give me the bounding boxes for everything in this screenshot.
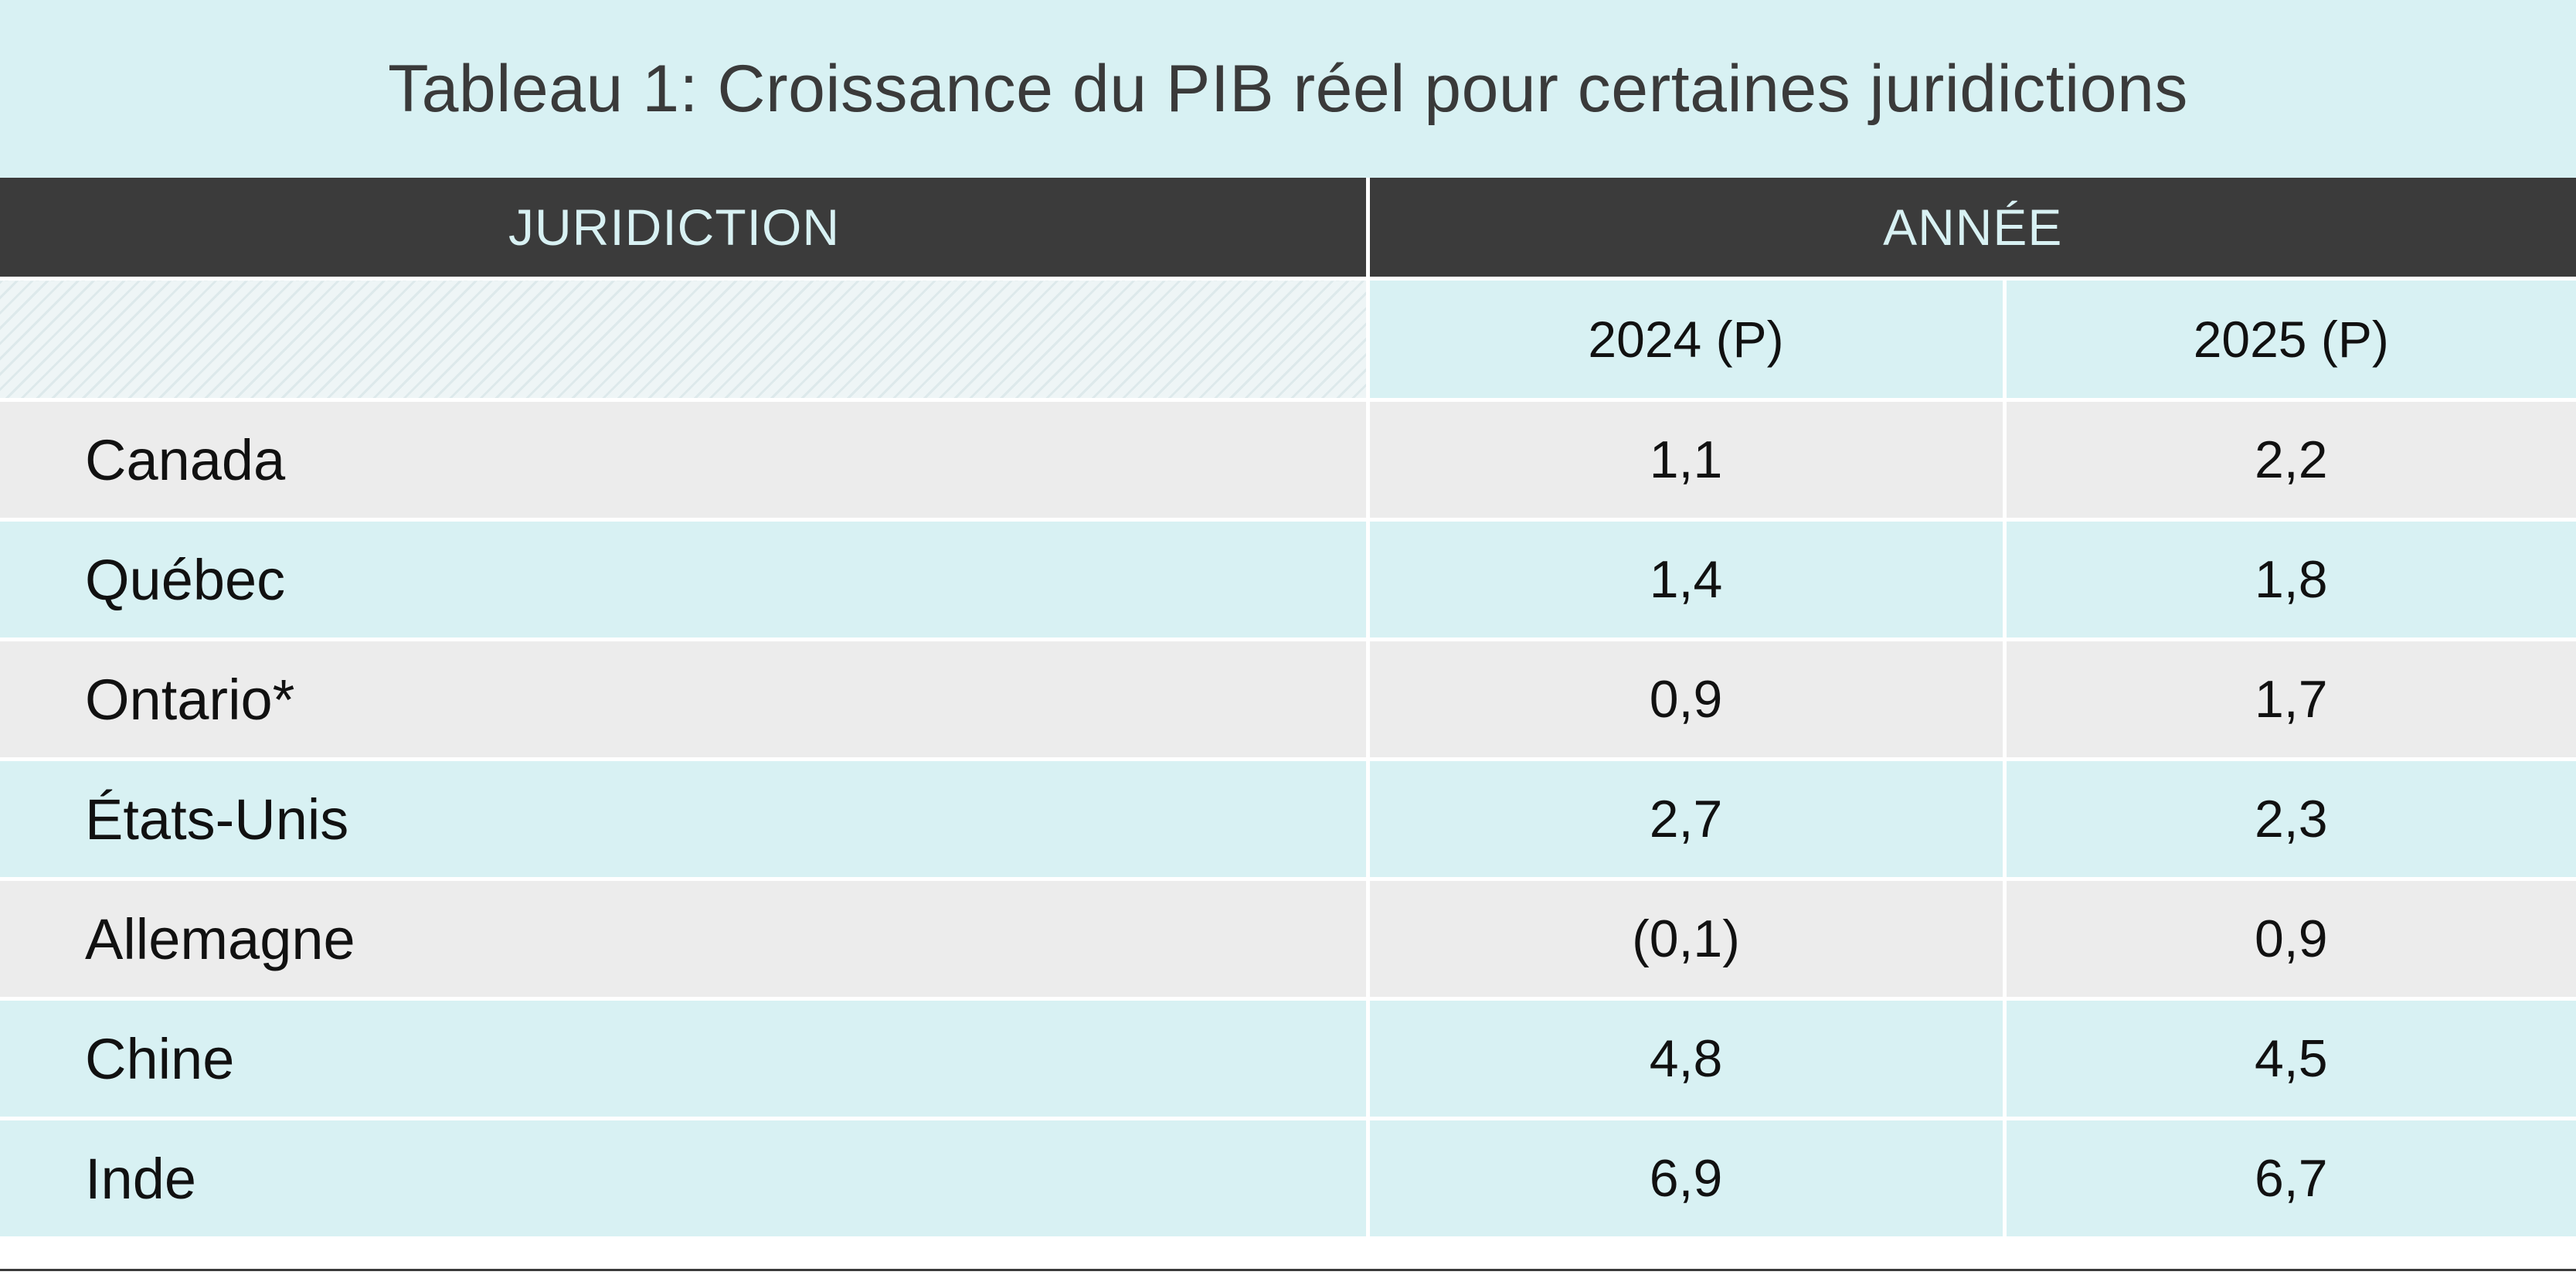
row-value-2024: 4,8 [1365, 997, 2004, 1119]
header-jurisdiction: JURIDICTION [0, 178, 1368, 279]
bottom-rule [0, 1269, 2576, 1271]
row-value-2025: 0,9 [2002, 877, 2576, 999]
row-jurisdiction: Canada [0, 398, 1368, 520]
row-jurisdiction: Allemagne [0, 877, 1368, 999]
row-value-2024: (0,1) [1365, 877, 2004, 999]
gdp-growth-table: JURIDICTION ANNÉE 2024 (P) 2025 (P) Cana… [0, 178, 2576, 1236]
table-row: Allemagne (0,1) 0,9 [0, 877, 2576, 999]
row-value-2025: 2,2 [2002, 398, 2576, 520]
table-row: Québec 1,4 1,8 [0, 518, 2576, 640]
row-jurisdiction: Québec [0, 518, 1368, 640]
table-row: Ontario* 0,9 1,7 [0, 638, 2576, 760]
table-row: Canada 1,1 2,2 [0, 398, 2576, 520]
table-row: Inde 6,9 6,7 [0, 1117, 2576, 1236]
table-title: Tableau 1: Croissance du PIB réel pour c… [388, 51, 2188, 126]
row-value-2025: 1,7 [2002, 638, 2576, 760]
row-jurisdiction: États-Unis [0, 757, 1368, 879]
row-value-2025: 4,5 [2002, 997, 2576, 1119]
title-band: Tableau 1: Croissance du PIB réel pour c… [0, 0, 2576, 178]
header-hatch-cell [0, 277, 1368, 400]
row-value-2025: 6,7 [2002, 1117, 2576, 1236]
row-value-2025: 2,3 [2002, 757, 2576, 879]
table-row: États-Unis 2,7 2,3 [0, 757, 2576, 879]
header-row-main: JURIDICTION ANNÉE [0, 178, 2576, 279]
row-value-2024: 1,1 [1365, 398, 2004, 520]
header-2025: 2025 (P) [2002, 277, 2576, 400]
row-jurisdiction: Inde [0, 1117, 1368, 1236]
row-value-2024: 1,4 [1365, 518, 2004, 640]
row-value-2025: 1,8 [2002, 518, 2576, 640]
row-jurisdiction: Chine [0, 997, 1368, 1119]
row-jurisdiction: Ontario* [0, 638, 1368, 760]
header-2024: 2024 (P) [1365, 277, 2004, 400]
row-value-2024: 6,9 [1365, 1117, 2004, 1236]
table-row: Chine 4,8 4,5 [0, 997, 2576, 1119]
row-value-2024: 2,7 [1365, 757, 2004, 879]
header-row-years: 2024 (P) 2025 (P) [0, 277, 2576, 400]
row-value-2024: 0,9 [1365, 638, 2004, 760]
header-year: ANNÉE [1365, 178, 2576, 279]
